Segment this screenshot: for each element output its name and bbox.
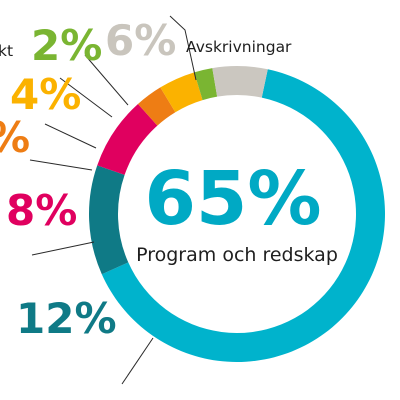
value-label-3: % (0, 113, 30, 162)
leader-line (29, 159, 93, 171)
leader-line (84, 54, 129, 106)
leader-line (31, 241, 95, 256)
donut-slice-slice-8 (97, 104, 158, 175)
truncated-slice-label: kt (0, 42, 13, 60)
center-value-label: 65% (144, 156, 321, 242)
donut-slice-avskrivningar (212, 65, 268, 98)
donut-slice-slice-12 (89, 165, 129, 275)
donut-slice-slice-4 (160, 72, 203, 113)
donut-slice-slice-3 (137, 87, 176, 126)
value-label-6: 6% (105, 16, 176, 65)
donut-slice-slice-2 (194, 68, 218, 101)
donut-slices (89, 65, 385, 362)
leader-lines (29, 15, 197, 385)
center-category-label: Program och redskap (136, 244, 338, 266)
leader-line (44, 123, 97, 149)
value-label-8: 8% (6, 186, 77, 235)
value-label-4: 4% (10, 70, 81, 119)
slice-label-avskrivningar: Avskrivningar (186, 38, 292, 56)
leader-line (169, 15, 197, 81)
value-label-12: 12% (16, 294, 117, 343)
leader-line (121, 337, 154, 385)
value-label-2: 2% (31, 21, 102, 70)
leader-line (59, 77, 113, 118)
